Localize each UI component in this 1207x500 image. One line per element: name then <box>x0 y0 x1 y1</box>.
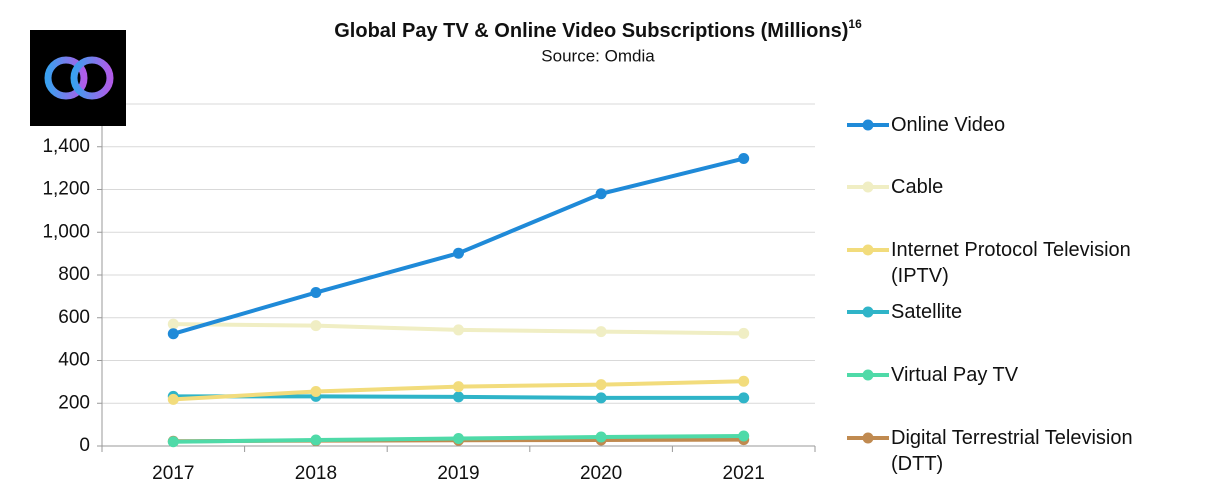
legend-label: Satellite <box>891 301 963 323</box>
data-point <box>453 324 464 336</box>
y-tick-label: 1,000 <box>42 221 90 242</box>
legend-marker <box>862 181 874 193</box>
title-text: Global Pay TV & Online Video Subscriptio… <box>334 20 848 42</box>
legend-marker <box>862 119 874 131</box>
legend-swatch <box>847 119 889 131</box>
data-point <box>167 436 179 448</box>
y-tick-label: 800 <box>58 264 90 285</box>
data-point <box>738 153 750 165</box>
legend-swatch <box>847 306 889 318</box>
title-superscript: 16 <box>848 17 862 31</box>
y-tick-label: 0 <box>79 435 90 456</box>
data-point <box>453 381 464 393</box>
legend-item: Online Video <box>845 112 1185 138</box>
chart-title: Global Pay TV & Online Video Subscriptio… <box>334 17 862 42</box>
legend-marker <box>862 244 874 256</box>
legend-item: Digital Terrestrial Television (DTT) <box>845 425 1185 477</box>
data-point <box>595 431 607 443</box>
data-point <box>453 247 464 259</box>
legend-item: Satellite <box>845 299 1185 325</box>
data-point <box>595 188 607 200</box>
legend-item: Cable <box>845 174 1185 200</box>
y-tick-label: 200 <box>58 392 90 413</box>
data-point <box>738 375 750 387</box>
data-point <box>167 393 179 405</box>
legend-label: Cable <box>891 176 944 198</box>
logo-ring <box>44 56 88 100</box>
series-line <box>172 156 745 336</box>
legend-swatch <box>847 244 889 256</box>
legend-swatch <box>847 369 889 381</box>
legend-swatch <box>847 181 889 193</box>
legend-item: Virtual Pay TV <box>845 362 1185 388</box>
legend-marker <box>862 432 874 444</box>
data-point <box>595 326 607 338</box>
y-tick-label: 1,200 <box>42 179 90 200</box>
data-point <box>310 434 322 446</box>
x-tick-label: 2017 <box>152 463 194 484</box>
data-point <box>595 379 607 391</box>
y-tick-label: 600 <box>58 307 90 328</box>
legend-swatch <box>847 432 889 444</box>
y-tick-label: 400 <box>58 350 90 371</box>
data-point <box>453 391 464 403</box>
data-point <box>310 287 322 299</box>
x-tick-label: 2019 <box>437 463 479 484</box>
plot: 02004006008001,0001,2001,4001,6002017201… <box>42 93 816 484</box>
y-tick-label: 1,400 <box>42 136 90 157</box>
data-point <box>167 318 179 330</box>
x-tick-label: 2021 <box>723 463 765 484</box>
data-point <box>595 392 607 404</box>
data-point <box>310 385 322 397</box>
x-tick-label: 2020 <box>580 463 622 484</box>
legend-label: Online Video <box>891 114 1006 136</box>
legend-label: Virtual Pay TV <box>891 364 1019 386</box>
data-point <box>738 430 750 442</box>
data-point <box>310 320 322 332</box>
legend-marker <box>862 306 874 318</box>
legend-label: Internet Protocol Television (IPTV) <box>891 239 1131 287</box>
data-point <box>453 433 464 445</box>
data-point <box>738 392 750 404</box>
logo-ring <box>70 56 114 100</box>
legend-label: Digital Terrestrial Television (DTT) <box>891 427 1133 475</box>
legend-item: Internet Protocol Television (IPTV) <box>845 237 1185 289</box>
data-point <box>738 327 750 339</box>
legend-marker <box>862 369 874 381</box>
chart-subtitle: Source: Omdia <box>541 46 655 65</box>
data-point <box>167 328 179 340</box>
x-tick-label: 2018 <box>295 463 337 484</box>
logo <box>30 30 126 126</box>
